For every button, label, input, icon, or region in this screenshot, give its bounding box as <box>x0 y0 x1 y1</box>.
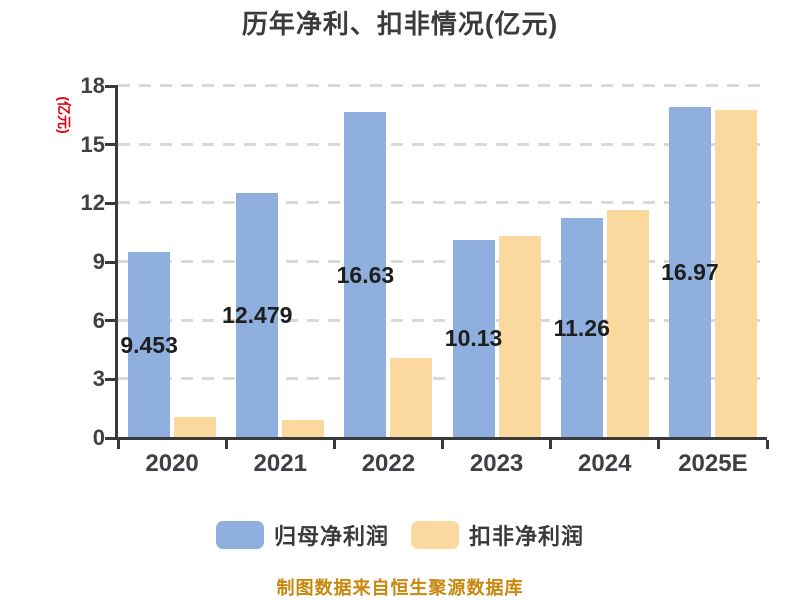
bar-parent-net-profit-2025E <box>668 106 711 437</box>
bar-deducted-net-profit-2020 <box>174 416 217 437</box>
y-tick-label-3: 3 <box>92 366 105 392</box>
bar-deducted-net-profit-2023 <box>498 235 541 437</box>
bar-deducted-net-profit-2025E <box>714 110 757 437</box>
bar-parent-net-profit-2023 <box>452 239 495 437</box>
x-tick-label-2024: 2024 <box>578 450 632 477</box>
legend-label-parent-net-profit: 归母净利润 <box>273 524 389 549</box>
x-tick-mark-5 <box>657 440 661 449</box>
y-tick-mark-15 <box>105 143 115 147</box>
y-tick-label-15: 15 <box>80 131 105 157</box>
y-tick-mark-3 <box>105 377 115 381</box>
bar-deducted-net-profit-2022 <box>390 358 433 437</box>
legend-item-deducted-net-profit: 扣非净利润 <box>411 519 584 551</box>
bar-value-label-2022: 16.63 <box>336 261 395 288</box>
x-tick-label-2022: 2022 <box>361 450 416 477</box>
x-tick-label-2025E: 2025E <box>678 450 748 477</box>
x-tick-mark-4 <box>549 440 553 449</box>
bar-parent-net-profit-2024 <box>560 217 603 437</box>
y-tick-mark-0 <box>105 436 115 440</box>
y-axis-unit-label: (亿元) <box>56 96 72 134</box>
chart-title: 历年净利、扣非情况(亿元) <box>241 9 559 39</box>
y-tick-mark-6 <box>105 319 115 323</box>
gridline-18 <box>118 84 767 87</box>
gridline-9 <box>118 260 767 263</box>
bar-deducted-net-profit-2021 <box>282 419 325 437</box>
gridline-15 <box>118 142 767 146</box>
bar-parent-net-profit-2021 <box>236 193 279 437</box>
x-tick-mark-0 <box>116 440 120 449</box>
gridline-6 <box>118 318 767 322</box>
legend-item-parent-net-profit: 归母净利润 <box>215 519 389 551</box>
bar-parent-net-profit-2022 <box>344 112 387 437</box>
plot-area: 9.453 12.479 16.63 10.13 11.26 16.97 <box>115 84 767 440</box>
x-tick-mark-2 <box>332 440 336 449</box>
x-tick-mark-1 <box>224 440 228 449</box>
bar-value-label-2021: 12.479 <box>222 302 293 329</box>
gridline-12 <box>118 201 767 205</box>
x-tick-label-2023: 2023 <box>469 450 524 477</box>
y-tick-mark-9 <box>105 260 115 264</box>
y-tick-mark-18 <box>105 84 115 88</box>
legend-label-deducted-net-profit: 扣非净利润 <box>469 524 585 549</box>
y-tick-label-6: 6 <box>92 307 105 333</box>
bar-value-label-2024: 11.26 <box>553 314 610 341</box>
legend-swatch-deducted-net-profit <box>411 521 459 549</box>
y-tick-label-18: 18 <box>80 73 105 98</box>
legend: 归母净利润 扣非净利润 <box>0 518 800 552</box>
x-tick-mark-6 <box>765 440 769 449</box>
x-tick-label-2021: 2021 <box>253 450 307 477</box>
y-tick-mark-12 <box>105 201 115 205</box>
y-tick-label-12: 12 <box>80 190 105 216</box>
x-tick-mark-3 <box>441 440 444 449</box>
bar-value-label-2020: 9.453 <box>120 331 178 358</box>
data-source-note: 制图数据来自恒生聚源数据库 <box>276 578 524 598</box>
legend-swatch-parent-net-profit <box>215 521 264 549</box>
y-tick-label-9: 9 <box>92 249 105 274</box>
bar-value-label-2025E: 16.97 <box>661 258 719 285</box>
gridline-3 <box>118 377 767 381</box>
x-tick-label-2020: 2020 <box>145 450 199 477</box>
y-tick-label-0: 0 <box>92 425 105 450</box>
bar-deducted-net-profit-2024 <box>606 210 649 437</box>
bar-value-label-2023: 10.13 <box>444 325 503 352</box>
bar-parent-net-profit-2020 <box>128 252 171 437</box>
